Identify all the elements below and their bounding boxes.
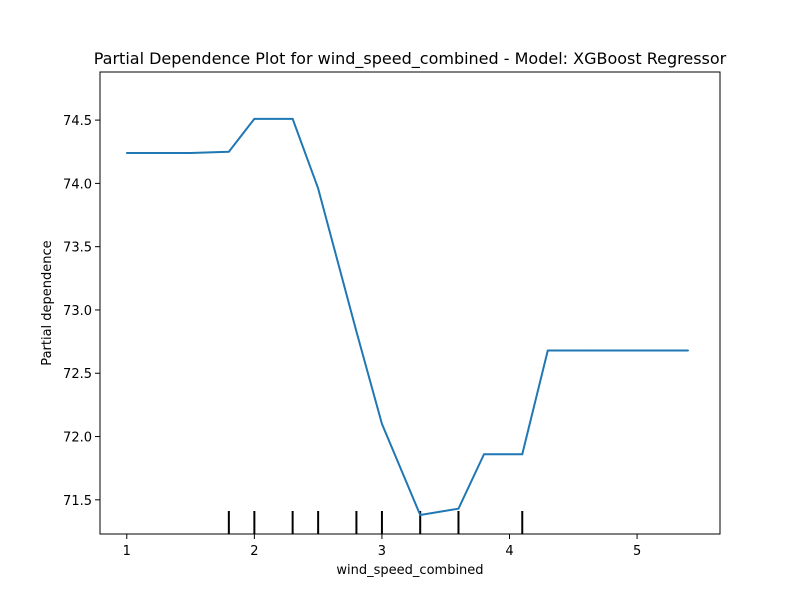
chart-title: Partial Dependence Plot for wind_speed_c… bbox=[94, 49, 727, 69]
data-point bbox=[483, 453, 485, 456]
data-point bbox=[457, 507, 460, 510]
x-tick-label: 2 bbox=[250, 544, 258, 559]
x-tick-label: 1 bbox=[123, 544, 131, 559]
data-point bbox=[253, 117, 256, 120]
x-axis-label: wind_speed_combined bbox=[336, 563, 483, 578]
data-point bbox=[125, 152, 128, 154]
y-tick-label: 72.5 bbox=[63, 367, 92, 382]
y-axis-label: Partial dependence bbox=[40, 240, 55, 365]
data-point bbox=[317, 187, 320, 190]
data-point bbox=[189, 152, 192, 154]
y-tick-label: 73.5 bbox=[63, 241, 92, 256]
x-tick-label: 4 bbox=[505, 544, 513, 559]
data-point bbox=[687, 349, 690, 352]
data-point bbox=[381, 422, 383, 425]
x-tick-label: 5 bbox=[633, 544, 641, 559]
data-point bbox=[546, 349, 549, 352]
data-point bbox=[585, 349, 587, 352]
y-tick-label: 71.5 bbox=[63, 494, 92, 509]
y-axis-ticks: 71.5 72.0 72.5 73.0 73.5 74.0 74.5 bbox=[63, 114, 100, 509]
data-point bbox=[227, 150, 230, 153]
axes-frame bbox=[99, 71, 721, 535]
data-point bbox=[355, 330, 358, 333]
x-tick-label: 3 bbox=[378, 544, 386, 559]
data-point bbox=[291, 117, 294, 120]
rug-marks bbox=[227, 511, 524, 534]
data-point bbox=[636, 349, 638, 352]
y-tick-label: 74.0 bbox=[63, 177, 92, 192]
x-axis-ticks: 1 2 3 4 5 bbox=[123, 534, 641, 559]
data-point bbox=[419, 514, 422, 516]
series-line bbox=[126, 117, 689, 517]
y-tick-label: 74.5 bbox=[63, 114, 92, 129]
y-tick-label: 72.0 bbox=[63, 431, 92, 446]
y-tick-label: 73.0 bbox=[63, 304, 92, 319]
data-point bbox=[521, 453, 524, 456]
series-layer bbox=[125, 117, 690, 517]
